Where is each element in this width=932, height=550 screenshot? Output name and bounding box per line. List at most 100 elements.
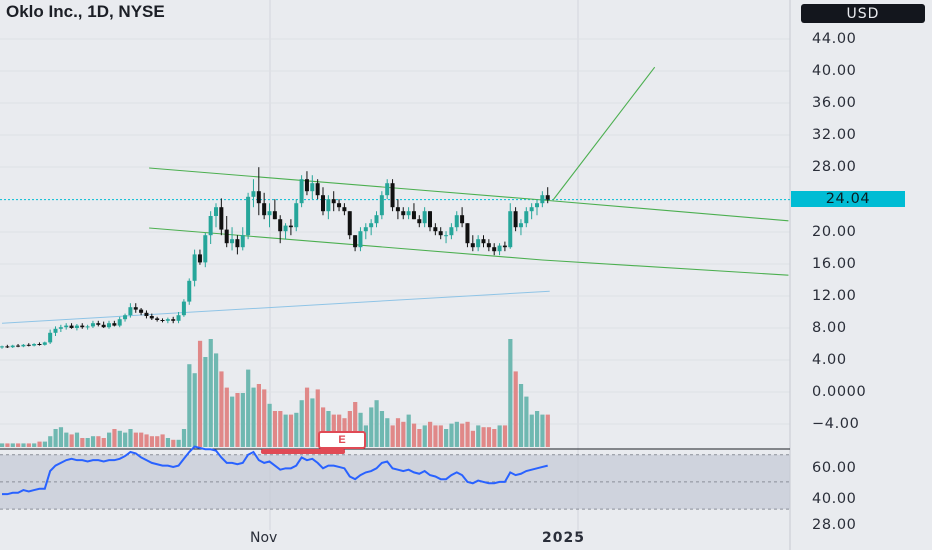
- volume-bar: [0, 443, 5, 447]
- candle-body: [353, 235, 358, 248]
- volume-bar: [208, 339, 213, 447]
- candle-body: [5, 346, 10, 348]
- volume-bar: [288, 414, 294, 447]
- volume-bar: [454, 421, 459, 447]
- volume-bar: [80, 438, 85, 447]
- candle-body: [454, 215, 459, 228]
- volume-bar: [401, 421, 406, 447]
- candle-body: [90, 323, 95, 327]
- volume-bar: [406, 414, 411, 447]
- candle-body: [417, 219, 422, 224]
- volume-bar: [128, 429, 133, 447]
- volume-bar: [444, 429, 449, 447]
- volume-bar: [411, 423, 417, 447]
- price-tick: 0.0000: [812, 384, 867, 400]
- candle-body: [214, 207, 218, 216]
- volume-bar: [32, 443, 37, 447]
- candle-body: [107, 323, 111, 328]
- candle-body: [21, 344, 26, 347]
- rsi-tick: 28.00: [812, 517, 857, 533]
- rsi-tick: 40.00: [812, 491, 857, 507]
- volume-bar: [165, 438, 171, 447]
- volume-bar: [337, 414, 342, 447]
- candle-body: [123, 315, 128, 320]
- candle-body: [246, 196, 251, 236]
- price-tick: 8.00: [812, 320, 847, 336]
- volume-bar: [481, 427, 486, 447]
- candle-body: [176, 315, 181, 321]
- price-tick: 32.00: [812, 127, 857, 143]
- candle-body: [42, 342, 47, 345]
- volume-bar: [315, 389, 320, 447]
- candle-body: [283, 225, 288, 232]
- volume-bar: [331, 414, 336, 447]
- volume-bar: [310, 398, 315, 447]
- candle-body: [481, 239, 486, 244]
- volume-bar: [85, 438, 90, 447]
- volume-bar: [294, 412, 299, 447]
- volume-bar: [181, 429, 187, 447]
- volume-bar: [540, 414, 545, 447]
- candle-body: [16, 345, 21, 347]
- candle-body: [476, 239, 481, 248]
- candle-body: [53, 328, 58, 333]
- price-tick: 36.00: [812, 95, 857, 111]
- volume-bar: [96, 436, 101, 447]
- volume-bar: [246, 369, 251, 447]
- candle-body: [160, 320, 165, 321]
- volume-bar: [42, 441, 47, 447]
- candle-body: [529, 207, 534, 212]
- candle-body: [203, 235, 208, 263]
- candle-body: [219, 207, 224, 230]
- candlesticks: [0, 167, 550, 349]
- candle-body: [26, 344, 31, 346]
- volume-bar: [262, 389, 267, 447]
- volume-bar: [149, 436, 154, 447]
- price-tick: 16.00: [812, 256, 857, 272]
- candle-body: [294, 203, 299, 228]
- price-tick: 28.00: [812, 159, 857, 175]
- rsi-band: [0, 454, 790, 510]
- volume-bar: [107, 432, 112, 447]
- candle-body: [58, 327, 63, 329]
- volume-bar: [358, 412, 363, 447]
- candle-body: [535, 203, 539, 208]
- rsi-line: [2, 445, 548, 496]
- candle-body: [149, 316, 154, 319]
- candle-body: [37, 344, 42, 345]
- candle-body: [187, 280, 192, 302]
- volume-bar: [176, 439, 181, 447]
- volume-bar: [502, 425, 508, 447]
- volume-bar: [64, 432, 69, 447]
- candle-body: [401, 211, 406, 216]
- volume-bar: [192, 373, 197, 447]
- volume-bar: [219, 371, 224, 447]
- candle-body: [438, 231, 443, 236]
- volume-bar: [283, 414, 288, 447]
- candle-body: [379, 195, 384, 216]
- candle-body: [433, 227, 438, 232]
- candle-body: [181, 301, 186, 316]
- candle-body: [502, 245, 507, 248]
- volume-bar: [117, 430, 122, 447]
- price-tick: 4.00: [812, 352, 847, 368]
- volume-bar: [353, 402, 358, 447]
- candle-body: [470, 243, 475, 248]
- candle-body: [444, 235, 449, 237]
- gridlines: [0, 0, 791, 550]
- volume-bar: [155, 436, 160, 447]
- currency-button[interactable]: USD: [801, 4, 925, 23]
- candle-body: [347, 211, 352, 236]
- volume-bar: [5, 443, 10, 447]
- volume-bar: [304, 387, 310, 447]
- candle-body: [395, 207, 400, 212]
- earnings-marker[interactable]: E: [318, 431, 366, 449]
- volume-bar: [133, 432, 138, 447]
- candle-body: [385, 183, 390, 196]
- candle-body: [80, 325, 85, 328]
- candle-body: [251, 191, 256, 197]
- volume-bars: [0, 339, 550, 447]
- rsi-pane: [0, 445, 790, 510]
- candle-body: [171, 319, 176, 321]
